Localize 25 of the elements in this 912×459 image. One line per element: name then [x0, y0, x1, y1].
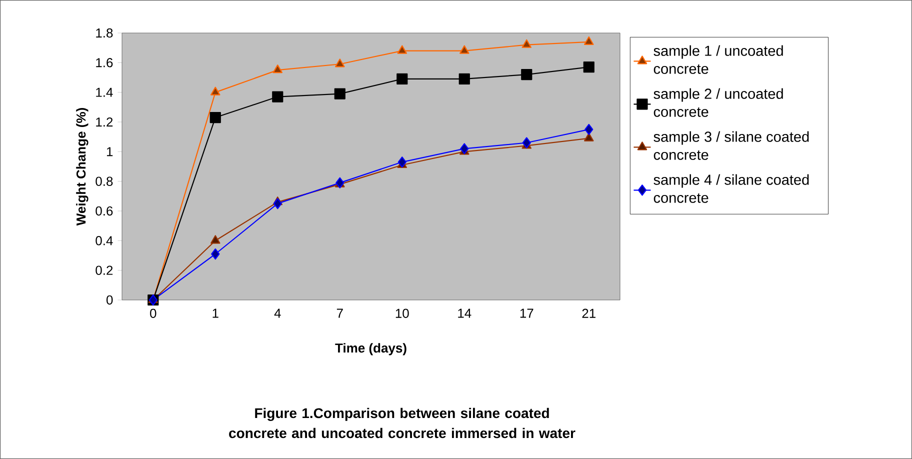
x-tick-label: 14 [458, 308, 472, 318]
legend-label: sample 2 / uncoated concrete [654, 88, 783, 117]
x-axis-title: Time (days) [335, 343, 406, 356]
x-tick-label: 4 [274, 308, 281, 318]
y-tick-label: 0 [106, 295, 113, 305]
y-tick-label: 0.4 [96, 236, 113, 246]
x-tick-label: 0 [150, 308, 156, 318]
y-tick-label: 1.6 [96, 58, 113, 68]
y-tick-label: 0.2 [96, 266, 113, 275]
y-tick-label: 1.8 [96, 28, 113, 38]
x-tick-label: 10 [396, 308, 409, 318]
y-tick-label: 1 [106, 147, 113, 156]
y-tick-label: 0.6 [96, 206, 113, 216]
legend-label: sample 1 / uncoated concrete [654, 45, 783, 74]
legend-label: sample 3 / silane coated concrete [654, 131, 809, 160]
x-tick-label: 21 [582, 308, 596, 318]
text: Figure 1.Comparison between silane coated concrete and uncoated concrete immersed in water [229, 408, 576, 438]
y-tick-label: 1.4 [96, 88, 113, 97]
x-tick-label: 17 [520, 308, 534, 318]
legend-label: sample 4 / silane coated concrete [654, 174, 809, 203]
x-tick-label: 1 [212, 308, 218, 318]
y-axis-title: Weight Change (%) [76, 108, 88, 226]
y-tick-label: 1.2 [96, 117, 113, 127]
x-tick-label: 7 [336, 308, 343, 318]
y-tick-label: 0.8 [96, 176, 113, 186]
